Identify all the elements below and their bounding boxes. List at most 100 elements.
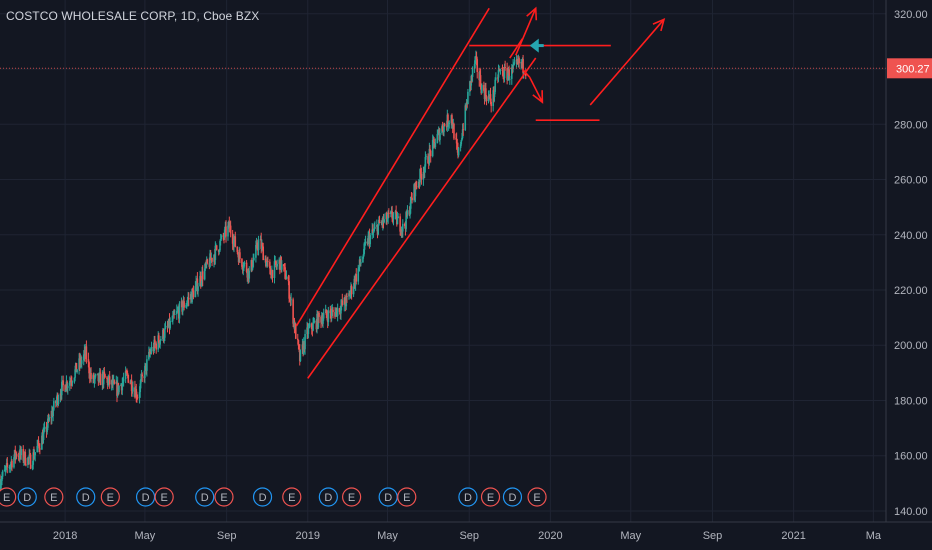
drawing-tools[interactable] [0,6,886,379]
candle-body [94,374,97,376]
dividend-marker[interactable] [76,487,96,507]
earnings-marker[interactable] [214,487,234,507]
candle-body [129,382,132,384]
earnings-marker[interactable] [0,487,17,507]
cyan-arrow-icon[interactable] [529,38,539,53]
earnings-marker[interactable] [154,487,174,507]
earnings-marker[interactable] [397,487,417,507]
candle-series [0,50,527,492]
down-arrow[interactable] [529,76,544,103]
candle-body [71,381,74,383]
y-tick-label: 320.00 [894,9,928,21]
last-price-label: 300.27 [896,63,930,75]
event-label: D [142,492,150,504]
candle-body [288,298,291,300]
wedge-short-left[interactable] [509,38,524,59]
dividend-marker[interactable] [135,487,156,507]
candle-body [447,123,450,126]
earnings-marker[interactable] [480,487,501,507]
candle-body [386,218,389,222]
x-tick-label: 2018 [53,530,77,542]
candle-body [87,358,90,363]
candle-body [73,377,76,382]
earnings-marker[interactable] [527,487,547,507]
candle-body [434,143,437,148]
earnings-marker[interactable] [100,487,120,507]
candle-body [125,371,128,373]
candle-body [457,147,460,156]
y-tick-label: 200.00 [894,340,928,352]
candle-body [406,210,409,216]
candle-body [298,345,300,350]
candle-body [465,102,468,109]
y-tick-label: 140.00 [894,506,928,518]
candle-body [510,67,513,79]
x-tick-label: 2020 [538,530,562,542]
upper-breakout-arrow-head[interactable] [526,6,538,21]
candle-body [112,380,114,386]
candle-body [362,256,364,263]
candle-body [504,66,506,69]
dividend-marker[interactable] [378,487,398,507]
dividend-marker[interactable] [502,487,523,507]
candle-body [327,310,330,323]
candle-body [371,229,374,236]
candle-body [195,281,197,287]
dividend-marker[interactable] [252,487,273,507]
candle-body [297,340,300,346]
candle-body [443,124,445,133]
earnings-marker[interactable] [282,487,302,507]
candle-body [158,335,160,343]
candle-body [253,257,255,261]
recovery-arrow-head[interactable] [652,17,666,32]
event-label: D [201,492,209,504]
candle-body [322,318,324,324]
candle-body [273,261,276,278]
candle-body [429,148,431,151]
recovery-arrow[interactable] [589,18,665,106]
candle-body [312,322,314,331]
y-tick-label: 280.00 [894,119,928,131]
candle-body [94,375,96,380]
candle-body [228,221,231,228]
candle-body [436,134,439,144]
candle-body [42,433,45,444]
symbol-title: COSTCO WHOLESALE CORP, 1D, Cboe BZX [6,9,260,23]
candle-body [218,250,221,253]
candle-body [255,244,257,258]
candle-body [52,409,54,417]
candle-body [271,270,274,278]
candle-body [485,96,488,102]
candle-body [506,68,508,80]
last-price-badge [887,58,932,79]
channel-upper-line[interactable] [295,7,490,327]
candle-body [285,278,287,280]
channel-lower-line[interactable] [307,57,537,379]
candle-body [481,85,483,94]
dividend-marker[interactable] [195,487,215,507]
candle-body [485,88,487,97]
candle-body [162,329,165,340]
earnings-marker[interactable] [44,487,64,507]
wedge-short-right[interactable] [521,68,531,78]
candle-body [411,197,413,201]
candle-body [68,380,71,386]
candle-body [6,463,9,468]
candle-body [269,268,272,275]
dividend-marker[interactable] [458,487,478,507]
candle-body [409,208,411,215]
dividend-marker[interactable] [318,487,338,507]
candle-body [9,466,11,468]
candle-body [90,372,92,379]
candle-body [186,300,189,304]
earnings-marker[interactable] [342,487,362,507]
candle-body [223,229,226,238]
down-arrow-head[interactable] [532,90,544,104]
upper-breakout-arrow[interactable] [515,7,537,56]
candle-body [312,322,315,324]
candle-body [374,226,376,229]
dividend-marker[interactable] [17,487,37,507]
